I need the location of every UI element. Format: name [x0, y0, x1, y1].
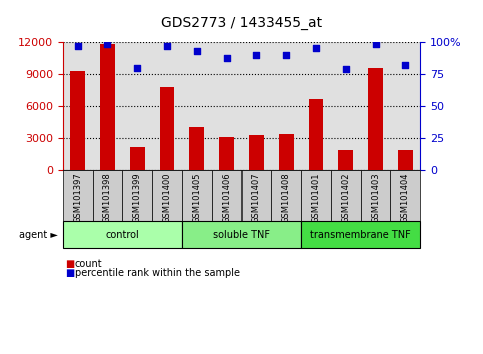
Text: GSM101405: GSM101405	[192, 172, 201, 223]
Text: GSM101400: GSM101400	[163, 172, 171, 223]
Point	[104, 41, 112, 47]
Text: agent ►: agent ►	[19, 229, 58, 240]
Text: GSM101398: GSM101398	[103, 172, 112, 223]
Bar	[70, 71, 85, 170]
Bar	[338, 150, 353, 170]
Bar	[152, 170, 182, 221]
Bar	[361, 170, 390, 221]
Point	[312, 45, 320, 50]
Point	[163, 44, 171, 49]
Bar	[368, 68, 383, 170]
Point	[342, 67, 350, 72]
Text: GDS2773 / 1433455_at: GDS2773 / 1433455_at	[161, 16, 322, 30]
Bar	[100, 44, 115, 170]
Bar	[309, 99, 324, 170]
Text: GSM101406: GSM101406	[222, 172, 231, 223]
Text: GSM101408: GSM101408	[282, 172, 291, 223]
Text: count: count	[75, 259, 102, 269]
Bar	[159, 87, 174, 170]
Point	[74, 44, 82, 49]
Bar	[249, 135, 264, 170]
Bar	[301, 170, 331, 221]
Bar	[279, 134, 294, 170]
Point	[223, 55, 230, 61]
Text: ■: ■	[65, 268, 74, 278]
Point	[253, 52, 260, 58]
Bar	[331, 170, 361, 221]
Text: GSM101404: GSM101404	[401, 172, 410, 223]
Point	[401, 63, 409, 68]
Text: transmembrane TNF: transmembrane TNF	[310, 229, 411, 240]
Bar	[130, 147, 145, 170]
Bar	[63, 170, 93, 221]
Bar	[390, 170, 420, 221]
Text: GSM101403: GSM101403	[371, 172, 380, 223]
Bar	[93, 170, 122, 221]
Bar	[242, 170, 271, 221]
Text: GSM101401: GSM101401	[312, 172, 320, 223]
Text: soluble TNF: soluble TNF	[213, 229, 270, 240]
Text: ■: ■	[65, 259, 74, 269]
Text: control: control	[105, 229, 139, 240]
Point	[193, 48, 201, 54]
Bar	[182, 170, 212, 221]
Bar	[301, 221, 420, 248]
Bar	[122, 170, 152, 221]
Text: GSM101397: GSM101397	[73, 172, 82, 223]
Bar	[189, 127, 204, 170]
Bar	[271, 170, 301, 221]
Bar	[63, 221, 182, 248]
Text: percentile rank within the sample: percentile rank within the sample	[75, 268, 240, 278]
Bar	[219, 137, 234, 170]
Text: GSM101407: GSM101407	[252, 172, 261, 223]
Bar	[398, 150, 413, 170]
Point	[133, 65, 141, 71]
Bar	[182, 221, 301, 248]
Bar	[212, 170, 242, 221]
Point	[372, 41, 380, 47]
Text: GSM101399: GSM101399	[133, 172, 142, 223]
Text: GSM101402: GSM101402	[341, 172, 350, 223]
Point	[282, 52, 290, 58]
